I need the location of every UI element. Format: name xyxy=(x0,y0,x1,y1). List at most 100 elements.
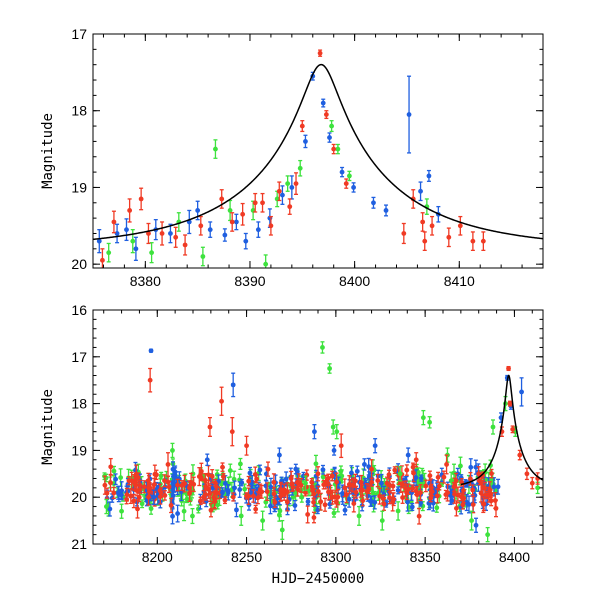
data-point-red xyxy=(510,425,516,434)
data-point-green xyxy=(346,170,352,182)
baseline-point-blue xyxy=(468,458,474,477)
baseline-point-blue xyxy=(257,464,263,476)
baseline-point-red xyxy=(352,473,358,488)
data-point-blue xyxy=(255,221,261,238)
baseline-point-red xyxy=(411,464,416,483)
data-point-blue xyxy=(230,372,236,398)
bottom-y-tick-label: 18 xyxy=(71,396,87,412)
baseline-point-red xyxy=(264,482,270,502)
data-point-red xyxy=(146,222,151,245)
baseline-point-green xyxy=(331,508,337,518)
baseline-point-red xyxy=(141,480,147,494)
baseline-point-red xyxy=(435,488,440,504)
data-point-blue xyxy=(233,213,239,231)
data-point-blue xyxy=(473,517,479,533)
bottom-x-tick-label: 8250 xyxy=(231,549,262,565)
baseline-point-red xyxy=(480,494,486,514)
data-point-blue xyxy=(405,447,411,463)
baseline-point-red xyxy=(166,480,172,493)
baseline-point-red xyxy=(400,491,405,504)
data-point-blue xyxy=(339,166,345,178)
top-panel: 8380 8390 8400 8410 17 18 19 20 Magnitude xyxy=(40,26,544,289)
top-x-tick-label: 8400 xyxy=(339,273,370,289)
data-point-blue xyxy=(351,182,356,193)
data-point-green xyxy=(420,409,426,426)
baseline-point-red xyxy=(380,494,386,504)
baseline-point-blue xyxy=(232,480,237,496)
data-point-red xyxy=(535,472,541,485)
bottom-y-tick-label: 21 xyxy=(71,536,87,552)
baseline-point-red xyxy=(454,500,459,517)
data-point-red xyxy=(293,172,299,195)
baseline-point-red xyxy=(451,481,457,492)
baseline-point-red xyxy=(162,490,168,501)
data-point-green xyxy=(329,120,335,133)
baseline-point-red xyxy=(128,488,134,505)
baseline-point-green xyxy=(227,463,233,478)
baseline-point-red xyxy=(135,499,140,519)
data-point-red xyxy=(317,49,323,57)
baseline-point-red xyxy=(209,469,215,484)
baseline-point-red xyxy=(329,470,335,482)
top-model-curve xyxy=(93,63,543,241)
data-point-red xyxy=(420,212,426,232)
baseline-point-red xyxy=(392,466,398,475)
baseline-point-blue xyxy=(225,484,231,496)
baseline-point-red xyxy=(309,477,315,487)
data-point-red xyxy=(343,178,349,189)
bottom-panel: 8200 8250 8300 8350 8400 16 17 18 19 20 21 Magnitu… xyxy=(40,302,544,587)
baseline-point-blue xyxy=(268,477,274,497)
data-point-green xyxy=(149,242,155,264)
baseline-point-red xyxy=(414,485,420,504)
data-point-green xyxy=(397,466,403,482)
baseline-point-red xyxy=(351,494,357,513)
data-point-blue xyxy=(406,75,412,154)
baseline-point-red xyxy=(344,485,349,504)
data-point-red xyxy=(529,476,535,490)
baseline-point-blue xyxy=(292,499,298,512)
baseline-point-red xyxy=(272,496,278,509)
baseline-point-red xyxy=(360,494,366,507)
data-point-red xyxy=(476,466,482,482)
baseline-point-blue xyxy=(175,504,181,523)
baseline-point-red xyxy=(108,473,113,492)
data-point-green xyxy=(213,139,218,159)
bottom-y-tick-label: 16 xyxy=(71,302,87,318)
baseline-point-red xyxy=(212,493,218,510)
data-point-red xyxy=(470,231,476,252)
data-point-blue xyxy=(320,98,326,108)
baseline-point-blue xyxy=(495,478,501,495)
bottom-axes: 8200 8250 8300 8350 8400 16 17 18 19 20 21 xyxy=(71,302,543,565)
baseline-point-red xyxy=(311,488,317,500)
top-x-tick-label: 8390 xyxy=(234,273,265,289)
data-point-red xyxy=(111,210,117,234)
baseline-point-red xyxy=(196,466,202,487)
data-point-red xyxy=(506,365,511,372)
baseline-point-red xyxy=(375,473,381,488)
data-point-red xyxy=(444,454,449,475)
baseline-point-green xyxy=(190,507,195,525)
baseline-point-red xyxy=(198,496,204,506)
baseline-point-red xyxy=(364,483,370,500)
data-point-blue xyxy=(96,228,102,254)
bottom-plot-area xyxy=(102,341,543,543)
baseline-point-red xyxy=(157,483,163,498)
data-point-green xyxy=(103,498,109,515)
baseline-point-red xyxy=(484,490,490,500)
data-point-red xyxy=(429,215,435,236)
baseline-point-red xyxy=(489,468,494,479)
baseline-point-red xyxy=(441,470,447,484)
baseline-point-red xyxy=(488,489,494,499)
data-point-red xyxy=(147,367,153,393)
top-y-tick-label: 19 xyxy=(71,179,87,195)
data-point-green xyxy=(335,143,341,155)
baseline-point-green xyxy=(139,499,145,509)
data-point-red xyxy=(276,181,282,202)
baseline-point-red xyxy=(255,491,261,505)
baseline-point-red xyxy=(146,488,151,506)
baseline-point-red xyxy=(131,493,137,509)
baseline-point-red xyxy=(246,475,252,487)
data-point-green xyxy=(327,363,333,374)
data-point-blue xyxy=(207,221,213,238)
baseline-point-red xyxy=(175,478,181,492)
